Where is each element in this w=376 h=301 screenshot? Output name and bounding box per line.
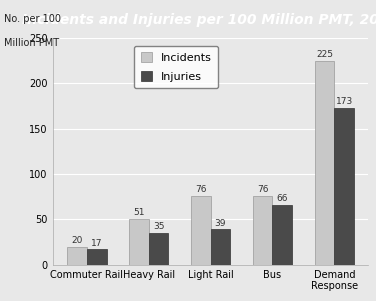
Bar — [314, 61, 334, 265]
Text: 35: 35 — [153, 222, 164, 231]
Text: 66: 66 — [277, 194, 288, 203]
Text: 76: 76 — [195, 185, 206, 194]
Bar — [253, 196, 273, 265]
Bar — [149, 233, 168, 265]
Text: 76: 76 — [257, 185, 268, 194]
Bar — [273, 205, 292, 265]
Text: 20: 20 — [71, 236, 83, 245]
Bar — [334, 108, 354, 265]
Text: Million PMT: Million PMT — [4, 38, 59, 48]
Bar — [191, 196, 211, 265]
Bar — [129, 219, 149, 265]
Text: 39: 39 — [215, 219, 226, 228]
Text: No. per 100: No. per 100 — [4, 14, 61, 24]
Legend: Incidents, Injuries: Incidents, Injuries — [134, 46, 218, 88]
Text: 173: 173 — [336, 97, 353, 106]
Text: 225: 225 — [316, 50, 333, 59]
Bar — [87, 250, 107, 265]
Bar — [211, 229, 230, 265]
Text: 17: 17 — [91, 239, 102, 248]
Bar — [67, 247, 87, 265]
Text: 51: 51 — [133, 208, 144, 217]
Text: Incidents and Injuries per 100 Million PMT, 2002: Incidents and Injuries per 100 Million P… — [23, 14, 376, 27]
